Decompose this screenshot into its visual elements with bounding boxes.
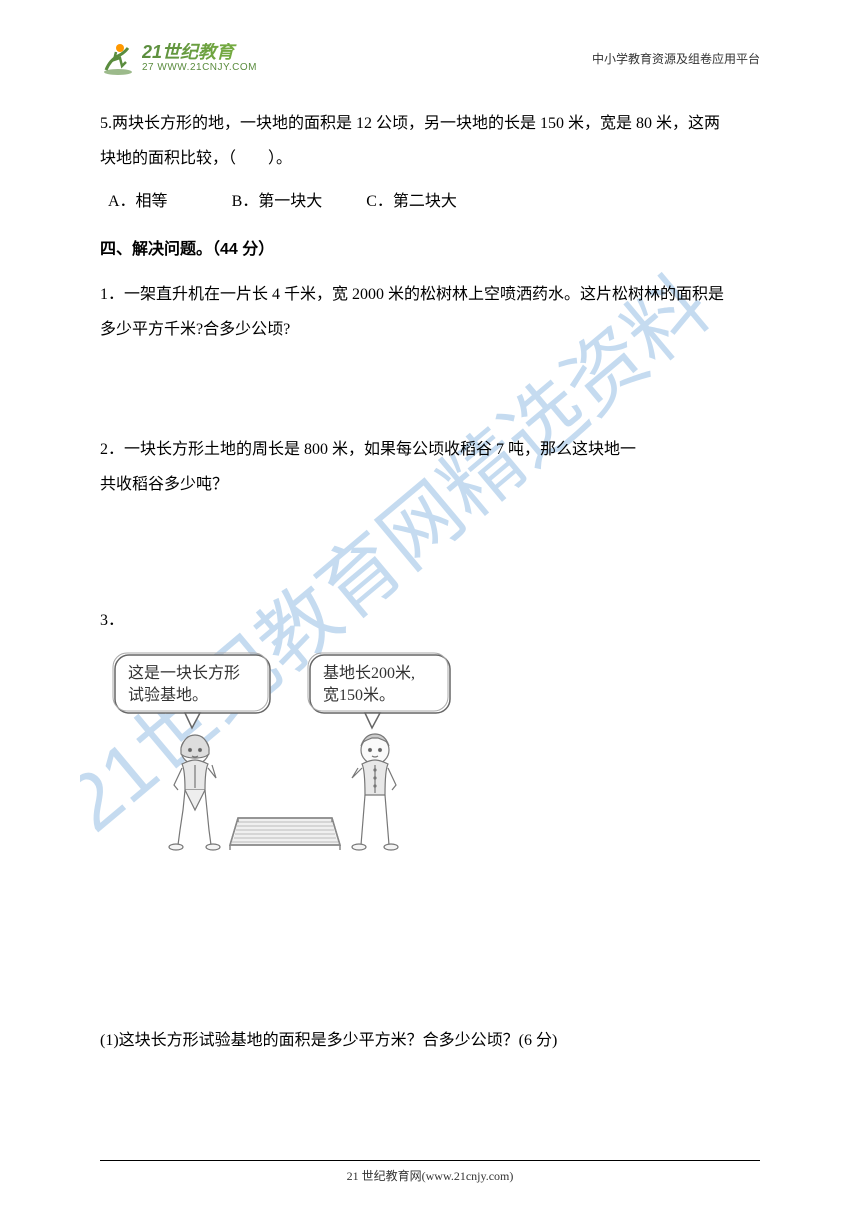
svg-text:宽150米。: 宽150米。: [323, 686, 395, 704]
svg-text:基地长200米,: 基地长200米,: [323, 664, 415, 682]
problem-2: 2．一块长方形土地的周长是 800 米，如果每公顷收稻谷 7 吨，那么这块地一 …: [100, 432, 760, 502]
logo-text: 21世纪教育 27 WWW.21CNJY.COM: [142, 43, 257, 74]
problem-1-line2: 多少平方千米?合多少公顷?: [100, 312, 760, 347]
section-4-title: 四、解决问题。（44 分）: [100, 232, 760, 267]
svg-text:这是一块长方形: 这是一块长方形: [128, 664, 240, 682]
field-illustration: [230, 818, 340, 850]
boy-figure: [352, 734, 398, 850]
page-container: 21世纪教育 27 WWW.21CNJY.COM 中小学教育资源及组卷应用平台 …: [0, 0, 860, 1108]
problem-2-line1: 2．一块长方形土地的周长是 800 米，如果每公顷收稻谷 7 吨，那么这块地一: [100, 432, 760, 467]
section-4-name: 四、解决问题。: [100, 241, 212, 258]
footer: 21 世纪教育网(www.21cnjy.com): [0, 1160, 860, 1184]
problem-1: 1．一架直升机在一片长 4 千米，宽 2000 米的松树林上空喷洒药水。这片松树…: [100, 277, 760, 347]
q5-line2: 块地的面积比较，（ ）。: [100, 141, 760, 176]
girl-figure: [169, 735, 220, 850]
q5-line1: 5.两块长方形的地，一块地的面积是 12 公顷，另一块地的长是 150 米，宽是…: [100, 106, 760, 141]
logo-area: 21世纪教育 27 WWW.21CNJY.COM: [100, 40, 257, 76]
q5-option-c: C．第二块大: [366, 193, 457, 210]
header-right-text: 中小学教育资源及组卷应用平台: [592, 50, 760, 67]
q5-option-a: A．相等: [108, 193, 168, 210]
speech-bubble-1: 这是一块长方形 试验基地。: [113, 653, 270, 728]
problem-3-label: 3．: [100, 603, 760, 638]
logo-url-text: 27 WWW.21CNJY.COM: [142, 62, 257, 73]
speech-bubble-2: 基地长200米, 宽150米。: [308, 653, 450, 728]
logo-icon: [100, 40, 136, 76]
problem-1-line1: 1．一架直升机在一片长 4 千米，宽 2000 米的松树林上空喷洒药水。这片松树…: [100, 277, 760, 312]
section-4-points: （44 分）: [212, 241, 274, 258]
q5-options: A．相等 B．第一块大 C．第二块大: [108, 184, 760, 219]
header: 21世纪教育 27 WWW.21CNJY.COM 中小学教育资源及组卷应用平台: [100, 40, 760, 76]
problem-2-line2: 共收稻谷多少吨？: [100, 467, 760, 502]
footer-text: 21 世纪教育网(www.21cnjy.com): [0, 1167, 860, 1184]
question-5: 5.两块长方形的地，一块地的面积是 12 公顷，另一块地的长是 150 米，宽是…: [100, 106, 760, 176]
problem-3-illustration: 这是一块长方形 试验基地。 基地长200米, 宽150米。: [110, 650, 760, 893]
logo-main-text: 21世纪教育: [142, 43, 257, 63]
content-area: 5.两块长方形的地，一块地的面积是 12 公顷，另一块地的长是 150 米，宽是…: [100, 106, 760, 1058]
problem-3-sub1: (1)这块长方形试验基地的面积是多少平方米？合多少公顷？(6 分): [100, 1023, 760, 1058]
q5-option-b: B．第一块大: [232, 193, 323, 210]
footer-line: [100, 1160, 760, 1161]
svg-text:试验基地。: 试验基地。: [128, 686, 208, 704]
